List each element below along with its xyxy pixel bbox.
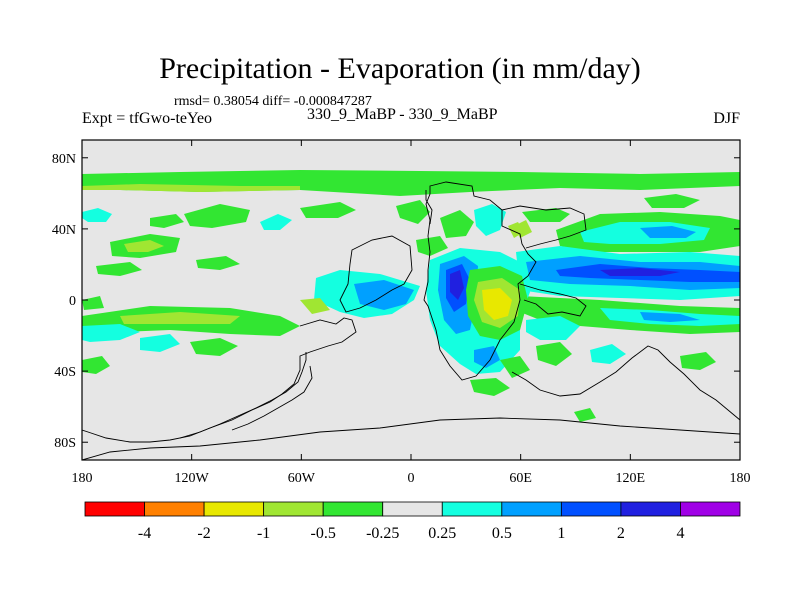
field-region-north-band-light	[82, 184, 300, 192]
field-region-south-green-3	[82, 356, 110, 374]
field-region-europe-green	[522, 208, 570, 222]
colorbar-swatch	[382, 501, 443, 517]
lon-tick-label: 180	[730, 471, 751, 486]
lat-tick-label: 80N	[52, 152, 76, 167]
land-outlines	[82, 181, 740, 460]
lat-tick-label: 40S	[54, 365, 76, 380]
season-label: DJF	[713, 110, 740, 127]
coast-south-chain-2	[231, 365, 313, 431]
lon-tick-label: 120E	[616, 471, 646, 486]
field-region-nw-green-3	[150, 214, 184, 228]
lon-tick-label: 60E	[509, 471, 532, 486]
field-region-se-lightblue	[640, 312, 700, 322]
colorbar-label: 4	[676, 525, 684, 542]
field-region-africa-green-3	[440, 210, 474, 238]
coast-south-chain	[179, 352, 307, 439]
lat-tick-label: 40N	[52, 223, 76, 238]
lon-tick-label: 60W	[288, 471, 316, 486]
lat-tick-label: 0	[69, 294, 76, 309]
case-label: 330_9_MaBP - 330_9_MaBP	[307, 106, 498, 123]
colorbar-label: -2	[197, 525, 210, 542]
field-region-se-cyan-2	[590, 344, 626, 364]
colorbar-swatch	[620, 501, 681, 517]
coast-americas-south	[82, 317, 357, 443]
field-region-nw-green-2	[184, 204, 250, 228]
field-region-africa-green-2	[500, 356, 530, 378]
field-region-south-band-cyan-2	[140, 334, 180, 352]
map-field	[82, 140, 740, 460]
field-region-africa-lightblue-2	[474, 346, 500, 368]
statistics-text: rmsd= 0.38054 diff= -0.000847287	[174, 94, 372, 109]
coast-antarctic	[82, 417, 740, 460]
field-region-se-green-3	[680, 352, 716, 370]
field-region-se-green-4	[574, 408, 596, 422]
coast-se-australia	[511, 345, 740, 421]
colorbar-swatch	[441, 501, 503, 517]
field-region-eq-light	[300, 298, 330, 314]
lon-tick-label: 120W	[175, 471, 210, 486]
coast-asia-south	[519, 283, 587, 317]
colorbar-swatch	[322, 501, 384, 517]
field-region-south-band-light	[120, 312, 240, 324]
field-region-npac-lightblue	[640, 226, 696, 238]
field-region-south-band-cyan	[82, 324, 140, 342]
colorbar-label: -4	[138, 525, 151, 542]
field-region-africa-darkblue	[450, 270, 464, 300]
colorbar-swatch	[84, 501, 145, 517]
field-region-nw-green-5	[96, 262, 142, 276]
field-region-nafrica-green	[416, 236, 448, 256]
field-region-nw-cyan-2	[260, 214, 292, 230]
field-region-indian-cyan	[526, 316, 580, 340]
field-region-tropic-darkblue	[600, 268, 680, 276]
colorbar-label: -0.5	[311, 525, 336, 542]
lon-tick-label: 0	[408, 471, 415, 486]
field-region-nw-green-4	[300, 202, 356, 218]
field-region-atlantic-cyan	[474, 204, 506, 236]
field-region-atlantic-green	[396, 200, 430, 224]
coast-nw-block	[425, 190, 433, 225]
latitude-ticks: 80N 40N 0 40S 80S	[52, 152, 740, 451]
coast-americas-north	[339, 235, 413, 313]
field-region-nw-green-6	[196, 256, 240, 270]
colorbar-swatch	[144, 501, 205, 517]
colorbar-label: 0.25	[428, 525, 456, 542]
map-title: Precipitation - Evaporation (in mm/day)	[159, 52, 641, 85]
lon-tick-label: 180	[72, 471, 93, 486]
colorbar-label: -0.25	[366, 525, 399, 542]
longitude-ticks: 180 120W 60W 0 60E 120E 180	[72, 140, 751, 486]
field-region-nw-light-1	[124, 240, 164, 252]
colorbar-swatch	[203, 501, 265, 517]
colorbar-swatch	[501, 501, 562, 517]
colorbar-swatch	[680, 501, 741, 517]
colorbar-swatch	[263, 501, 324, 517]
colorbar-label: 0.5	[492, 525, 512, 542]
colorbar-label: -1	[257, 525, 270, 542]
experiment-label: Expt = tfGwo-teYeo	[82, 110, 213, 127]
field-region-africa-yellow	[482, 288, 512, 320]
field-region-npac-green-2	[644, 194, 700, 208]
coast-africa-europe	[423, 181, 537, 381]
colorbar-swatch	[560, 501, 622, 517]
field-region-nw-cyan	[82, 208, 112, 222]
colorbar: -4 -2 -1 -0.5 -0.25 0.25 0.5 1 2 4	[84, 501, 741, 542]
coast-eurasia	[501, 205, 587, 249]
field-region-south-band-green-2	[190, 338, 238, 356]
colorbar-label: 1	[557, 525, 565, 542]
lat-tick-label: 80S	[54, 436, 76, 451]
colorbar-label: 2	[617, 525, 625, 542]
field-region-sindian-green	[470, 378, 510, 396]
field-region-se-green-2	[536, 342, 572, 366]
